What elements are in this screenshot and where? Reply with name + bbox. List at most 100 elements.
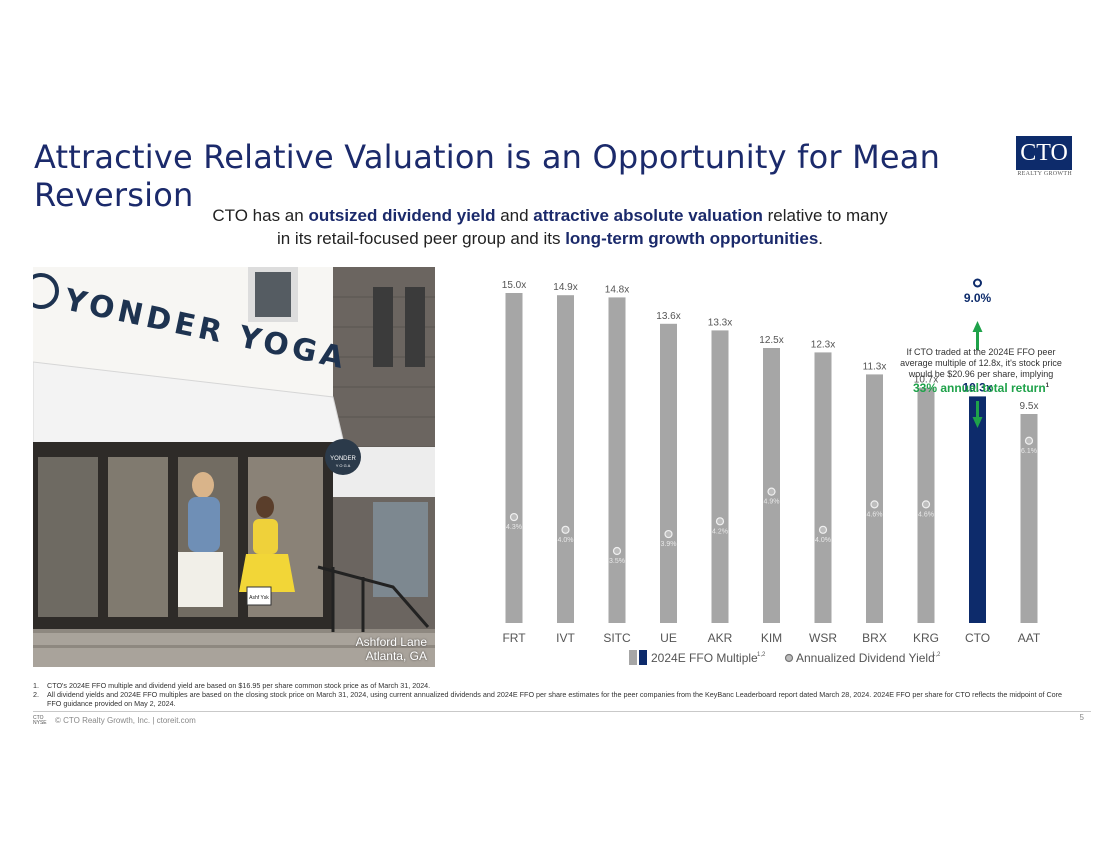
yield-label-ue: 3.9% (661, 541, 677, 548)
yield-point-sitc (612, 546, 622, 556)
yield-label-akr: 4.2% (712, 528, 728, 535)
bar-sitc (608, 297, 626, 623)
legend-label-multiple: 2024E FFO Multiple (651, 651, 758, 665)
footer-mini-logo: CTO NYSE (33, 716, 53, 726)
multiple-label-cto: 10.3x (962, 380, 992, 394)
subtitle-text-1: CTO has an (212, 206, 309, 225)
category-label-cto: CTO (965, 631, 990, 645)
category-label-ivt: IVT (556, 631, 575, 645)
footnote-2: 2. All dividend yields and 2024E FFO mult… (33, 690, 1073, 708)
footer-divider (33, 711, 1091, 712)
yield-point-aat (1024, 436, 1034, 445)
down-arrow-icon (972, 417, 983, 428)
annotation-text: If CTO traded at the 2024E FFO peer aver… (900, 347, 1062, 379)
storefront-illustration: Ashf Ysk YONDER Y O G A YONDER YOGA (33, 267, 435, 667)
multiple-label-frt: 15.0x (502, 280, 526, 291)
bar-cto (969, 396, 986, 623)
subtitle-bold-2: attractive absolute valuation (533, 206, 763, 225)
bar-kim (763, 348, 780, 623)
yield-point-wsr (818, 525, 828, 534)
yield-point-akr (715, 517, 725, 526)
category-label-ue: UE (660, 631, 677, 645)
cto-annotation: If CTO traded at the 2024E FFO peer aver… (896, 347, 1066, 394)
multiple-label-ue: 13.6x (656, 311, 680, 322)
yield-label-krg: 4.6% (918, 511, 934, 518)
bar-ue (660, 323, 677, 623)
legend-sup-yield: 1,2 (932, 652, 941, 658)
yield-label-cto: 9.0% (964, 291, 992, 305)
footnote-2-text: All dividend yields and 2024E FFO multip… (47, 690, 1063, 708)
multiple-label-kim: 12.5x (759, 335, 783, 346)
bar-frt (505, 293, 523, 623)
round-sign-sub: Y O G A (336, 463, 351, 468)
up-arrow-icon (972, 321, 983, 332)
yield-point-brx (870, 500, 879, 509)
subtitle-text-2: and (495, 206, 534, 225)
category-label-sitc: SITC (603, 631, 631, 645)
multiple-label-krg: 10.7x (914, 375, 938, 386)
yield-point-cto (973, 278, 982, 288)
bar-brx (866, 374, 883, 623)
valuation-chart: 15.0x FRT 4.3% 14.9x IVT 4.0% 14.8x SITC 3.5% 13.… (502, 278, 1041, 665)
footnote-1: 1. CTO's 2024E FFO multiple and dividend … (33, 681, 1073, 690)
multiple-label-aat: 9.5x (1020, 401, 1039, 412)
yield-label-sitc: 3.5% (609, 558, 625, 565)
footer-exchange: NYSE (33, 720, 47, 726)
photo-caption-city: Atlanta, GA (365, 649, 427, 663)
footer-text: © CTO Realty Growth, Inc. | ctoreit.com (55, 716, 196, 726)
page-number: 5 (1079, 713, 1084, 722)
yield-label-frt: 4.3% (506, 524, 522, 531)
legend-label-yield: Annualized Dividend Yield (796, 651, 935, 665)
round-sign-text: YONDER (330, 456, 356, 462)
subtitle-text-3: relative to many (762, 206, 888, 225)
legend-dot-yield (784, 653, 794, 663)
category-label-akr: AKR (708, 631, 733, 645)
footnote-2-number: 2. (33, 690, 39, 699)
logo-mark: CTO (1016, 136, 1072, 170)
category-label-frt: FRT (502, 631, 526, 645)
yield-point-ivt (561, 525, 570, 534)
subtitle-text-5: . (818, 229, 824, 248)
bar-ivt (557, 295, 574, 623)
legend-sup-multiple: 1,2 (757, 652, 766, 658)
bar-wsr (814, 352, 832, 623)
yield-label-brx: 4.6% (867, 511, 883, 518)
yield-label-kim: 4.9% (764, 499, 780, 506)
subtitle-bold-3: long-term growth opportunities (565, 229, 819, 248)
photo-caption-place: Ashford Lane (355, 635, 427, 649)
property-photo: Ashf Ysk YONDER Y O G A YONDER YOGA Ashf… (33, 267, 435, 667)
footnote-1-number: 1. (33, 681, 39, 690)
bar-akr (711, 330, 729, 623)
yield-label-ivt: 4.0% (558, 537, 574, 544)
annotation-return: 33% annual total return1 (896, 381, 1066, 394)
footer-mini-logo-text: CTO (33, 715, 44, 721)
footer: CTO NYSE © CTO Realty Growth, Inc. | ctore… (33, 716, 196, 726)
yield-point-frt (509, 512, 519, 522)
multiple-label-brx: 11.3x (863, 361, 887, 372)
category-label-brx: BRX (862, 631, 887, 645)
subtitle: CTO has an outsized dividend yield and a… (140, 204, 960, 250)
multiple-label-sitc: 14.8x (605, 284, 629, 295)
legend-swatch-cto (639, 650, 647, 665)
yield-point-krg (921, 500, 931, 509)
multiple-label-wsr: 12.3x (811, 339, 835, 350)
multiple-label-ivt: 14.9x (553, 282, 577, 293)
category-label-aat: AAT (1018, 631, 1041, 645)
yield-point-ue (664, 529, 673, 539)
category-label-kim: KIM (761, 631, 782, 645)
footnote-1-text: CTO's 2024E FFO multiple and dividend yi… (47, 681, 431, 690)
category-label-wsr: WSR (809, 631, 837, 645)
annotation-return-text: 33% annual total return (912, 381, 1046, 395)
bag-text: Ashf Ysk (249, 595, 269, 601)
subtitle-bold-1: outsized dividend yield (308, 206, 496, 225)
company-logo: CTO REALTY GROWTH (1016, 136, 1072, 180)
annotation-return-sup: 1 (1045, 383, 1050, 389)
category-label-krg: KRG (913, 631, 939, 645)
subtitle-text-4: in its retail-focused peer group and its (276, 229, 566, 248)
yield-point-kim (767, 487, 776, 496)
bar-aat (1020, 414, 1038, 623)
multiple-label-akr: 13.3x (708, 317, 732, 328)
footnotes: 1. CTO's 2024E FFO multiple and dividend … (33, 681, 1073, 708)
logo-subtext: REALTY GROWTH (1017, 171, 1072, 177)
yield-label-aat: 6.1% (1021, 448, 1037, 455)
